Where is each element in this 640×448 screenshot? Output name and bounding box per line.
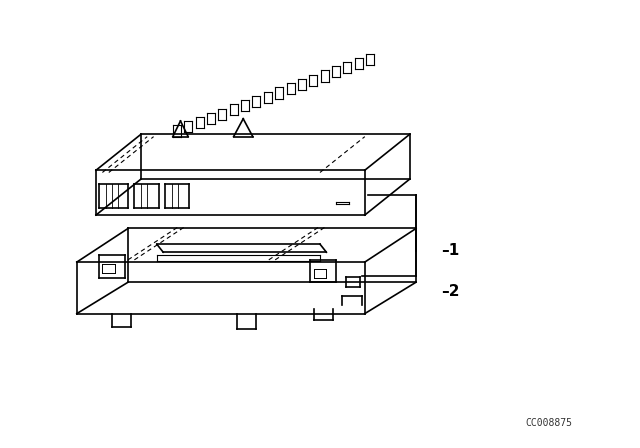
Text: CC008875: CC008875 bbox=[526, 418, 573, 428]
Text: –2: –2 bbox=[442, 284, 460, 299]
Text: –1: –1 bbox=[442, 243, 460, 258]
